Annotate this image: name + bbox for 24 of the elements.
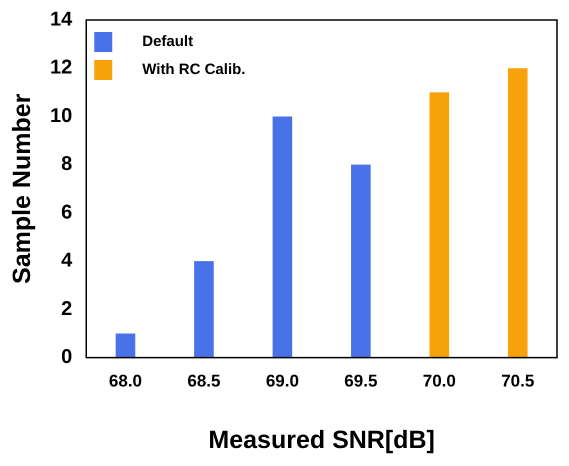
bar	[194, 261, 214, 358]
y-tick-label: 14	[50, 8, 74, 31]
y-tick-label: 6	[61, 201, 72, 224]
x-tick-label: 69.0	[266, 371, 299, 390]
x-tick-label: 69.5	[344, 371, 378, 390]
legend-label: Default	[142, 33, 194, 50]
y-axis-title: Sample Number	[8, 93, 36, 284]
y-tick-label: 2	[61, 298, 72, 320]
x-tick-label: 70.0	[422, 371, 456, 390]
legend-label: With RC Calib.	[142, 61, 246, 78]
y-tick-label: 0	[61, 346, 72, 368]
y-tick-label: 4	[61, 250, 74, 272]
x-axis-title: Measured SNR[dB]	[208, 426, 435, 454]
bar	[508, 68, 528, 358]
bar	[116, 333, 136, 358]
y-tick-label: 10	[50, 104, 72, 127]
bar	[430, 92, 450, 358]
x-tick-label: 70.5	[501, 371, 534, 390]
y-tick-label: 12	[50, 56, 72, 79]
x-tick-label: 68.0	[108, 371, 142, 390]
bar	[272, 116, 292, 358]
y-tick-label: 8	[61, 153, 72, 176]
bar	[351, 164, 371, 358]
x-tick-label: 68.5	[187, 371, 220, 390]
